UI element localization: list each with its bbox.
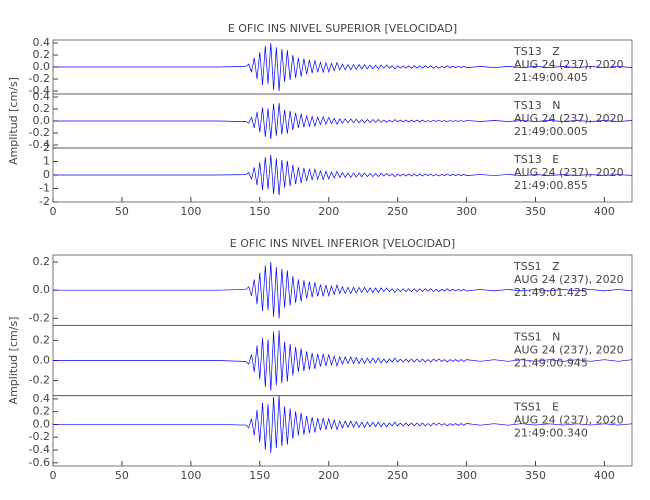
station-label: TSS1 Z — [513, 260, 560, 273]
y-tick-label: 0.2 — [33, 48, 51, 61]
time-label: 21:49:00.005 — [514, 125, 588, 138]
station-label: TS13 Z — [513, 45, 560, 58]
x-tick-label: 0 — [50, 469, 57, 482]
y-tick-label: 2 — [43, 141, 50, 154]
trace — [53, 262, 633, 319]
date-label: AUG 24 (237), 2020 — [514, 58, 624, 71]
date-label: AUG 24 (237), 2020 — [514, 343, 624, 356]
y-tick-label: -0.2 — [29, 72, 50, 85]
x-tick-label: 50 — [115, 205, 129, 218]
y-tick-label: 0.4 — [33, 392, 51, 405]
x-tick-label: 250 — [387, 469, 408, 482]
y-tick-label: 0.0 — [33, 417, 51, 430]
x-tick-label: 150 — [249, 469, 270, 482]
y-tick-label: 0.2 — [33, 405, 51, 418]
trace — [53, 42, 633, 92]
x-tick-label: 100 — [180, 469, 201, 482]
y-tick-label: 0.0 — [33, 354, 51, 367]
station-label: TSS1 E — [513, 401, 559, 414]
x-tick-label: 150 — [249, 205, 270, 218]
y-tick-label: -0.4 — [29, 84, 50, 97]
y-tick-label: 0.0 — [33, 114, 51, 127]
trace — [53, 154, 633, 196]
y-tick-label: -0.4 — [29, 138, 50, 151]
x-tick-label: 50 — [115, 469, 129, 482]
chart-title: E OFIC INS NIVEL INFERIOR [VELOCIDAD] — [230, 237, 455, 250]
trace — [53, 102, 633, 140]
station-label: TS13 N — [513, 99, 560, 112]
time-label: 21:49:00.340 — [514, 427, 588, 440]
panel-frame — [52, 395, 633, 467]
y-axis-label: Amplitud [cm/s] — [7, 317, 20, 405]
y-tick-label: -0.2 — [29, 430, 50, 443]
station-label: TS13 E — [513, 153, 559, 166]
station-label: TSS1 N — [513, 330, 560, 343]
y-tick-label: -2 — [39, 195, 50, 208]
y-tick-label: 0.0 — [33, 283, 51, 296]
y-tick-label: -1 — [39, 182, 50, 195]
x-tick-label: 200 — [318, 205, 339, 218]
chart-title: E OFIC INS NIVEL SUPERIOR [VELOCIDAD] — [228, 22, 457, 35]
y-tick-label: -0.6 — [29, 456, 50, 469]
y-tick-label: 0.4 — [33, 90, 51, 103]
date-label: AUG 24 (237), 2020 — [514, 273, 624, 286]
date-label: AUG 24 (237), 2020 — [514, 166, 624, 179]
x-tick-label: 300 — [456, 205, 477, 218]
x-tick-label: 300 — [456, 469, 477, 482]
y-tick-label: -0.2 — [29, 126, 50, 139]
trace — [53, 395, 633, 454]
y-tick-label: 0.2 — [33, 102, 51, 115]
y-axis-label: Amplitud [cm/s] — [7, 77, 20, 165]
y-tick-label: 0 — [43, 168, 50, 181]
time-label: 21:49:00.855 — [514, 179, 588, 192]
y-tick-label: 0.4 — [33, 36, 51, 49]
x-tick-label: 350 — [525, 469, 546, 482]
x-tick-label: 0 — [50, 205, 57, 218]
time-label: 21:49:00.405 — [514, 71, 588, 84]
time-label: 21:49:01.425 — [514, 286, 588, 299]
date-label: AUG 24 (237), 2020 — [514, 414, 624, 427]
trace — [53, 330, 633, 391]
x-tick-label: 100 — [180, 205, 201, 218]
y-tick-label: 0.2 — [33, 333, 51, 346]
y-tick-label: 0.2 — [33, 255, 51, 268]
y-tick-label: 1 — [43, 155, 50, 168]
x-tick-label: 400 — [594, 205, 615, 218]
time-label: 21:49:00.945 — [514, 356, 588, 369]
x-tick-label: 250 — [387, 205, 408, 218]
x-tick-label: 400 — [594, 469, 615, 482]
x-tick-label: 200 — [318, 469, 339, 482]
date-label: AUG 24 (237), 2020 — [514, 112, 624, 125]
y-tick-label: -0.2 — [29, 311, 50, 324]
y-tick-label: 0.0 — [33, 60, 51, 73]
x-tick-label: 350 — [525, 205, 546, 218]
y-tick-label: -0.2 — [29, 374, 50, 387]
y-tick-label: -0.4 — [29, 443, 50, 456]
